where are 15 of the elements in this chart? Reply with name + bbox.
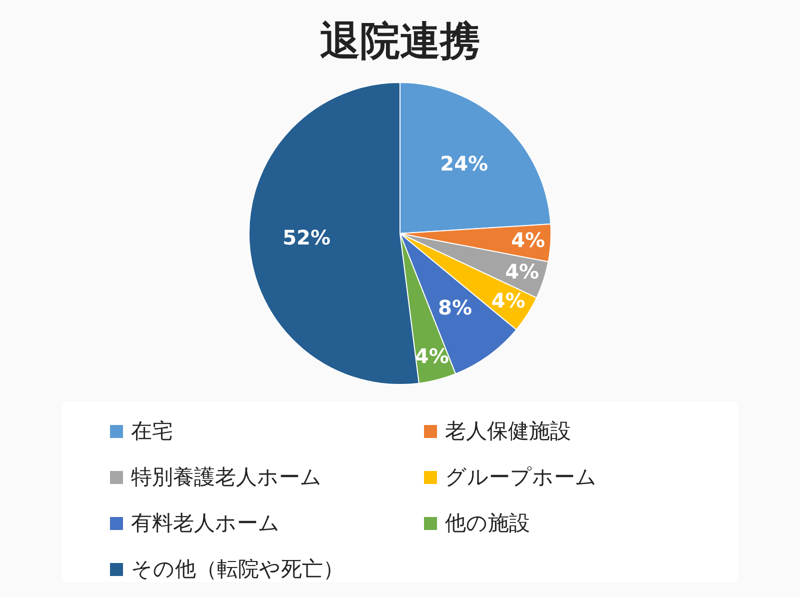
- data-label: 8%: [438, 295, 472, 320]
- legend-label: 老人保健施設: [445, 418, 571, 445]
- chart-title: 退院連携: [320, 18, 480, 64]
- data-label: 52%: [282, 226, 330, 250]
- data-label: 4%: [505, 259, 540, 284]
- legend-label: 他の施設: [445, 510, 530, 537]
- data-label: 24%: [440, 151, 488, 176]
- legend-label: 有料老人ホーム: [131, 510, 280, 537]
- legend-label: 在宅: [131, 418, 173, 445]
- legend-label: グループホーム: [445, 464, 597, 491]
- data-label: 4%: [414, 344, 449, 368]
- data-label: 4%: [511, 228, 546, 252]
- legend-label: その他（転院や死亡）: [131, 556, 344, 583]
- data-label: 4%: [491, 288, 526, 312]
- legend-label: 特別養護老人ホーム: [131, 464, 322, 491]
